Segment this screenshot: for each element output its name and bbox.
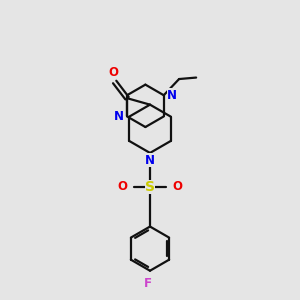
Text: N: N [113, 110, 124, 123]
Text: O: O [117, 180, 127, 193]
Text: S: S [145, 180, 155, 194]
Text: O: O [173, 180, 183, 193]
Text: O: O [108, 66, 118, 79]
Text: N: N [145, 154, 155, 167]
Text: F: F [144, 277, 152, 290]
Text: N: N [167, 89, 177, 102]
